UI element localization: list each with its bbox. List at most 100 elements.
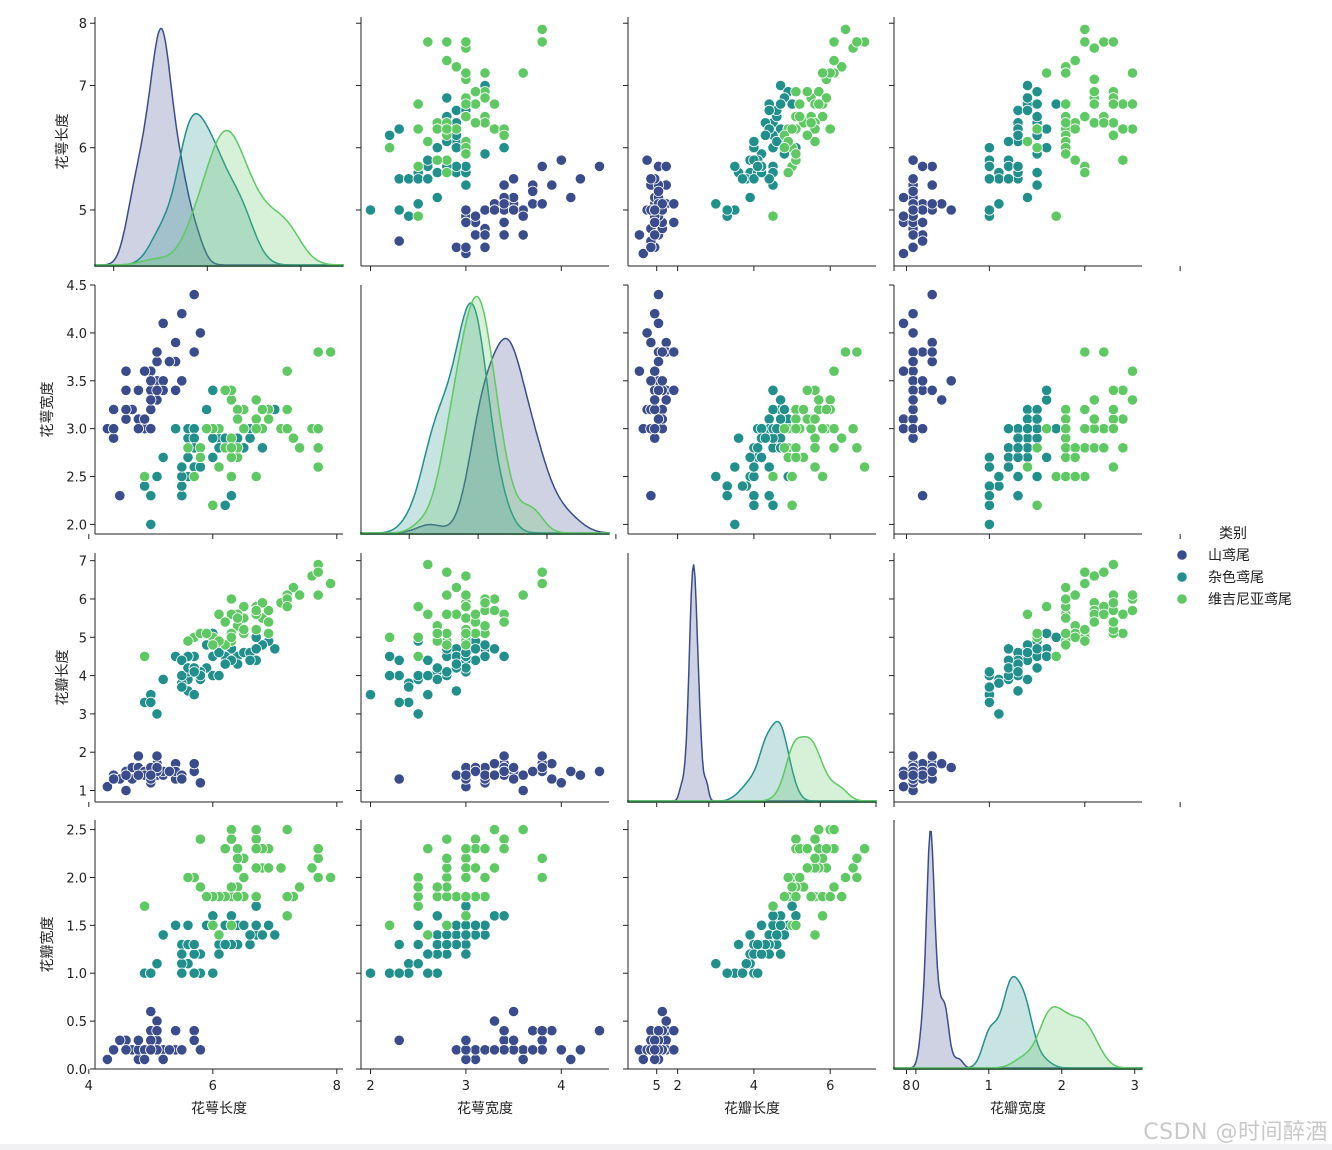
- bottom-strip: [0, 1144, 1332, 1150]
- point-山鸢尾: [660, 1015, 672, 1027]
- point-维吉尼亚鸢尾: [460, 600, 472, 613]
- point-山鸢尾: [163, 355, 175, 368]
- point-维吉尼亚鸢尾: [225, 823, 237, 836]
- point-维吉尼亚鸢尾: [820, 843, 833, 855]
- point-维吉尼亚鸢尾: [828, 54, 840, 67]
- point-杂色鸢尾: [213, 646, 225, 659]
- point-杂色鸢尾: [139, 480, 151, 492]
- point-杂色鸢尾: [721, 967, 733, 979]
- point-杂色鸢尾: [1002, 442, 1015, 454]
- point-杂色鸢尾: [460, 662, 472, 674]
- panel-r1-c1: [360, 285, 617, 539]
- point-山鸢尾: [460, 241, 472, 253]
- point-山鸢尾: [145, 1005, 157, 1018]
- point-山鸢尾: [145, 1044, 157, 1056]
- kde-山鸢尾: [627, 564, 877, 803]
- point-维吉尼亚鸢尾: [782, 871, 794, 884]
- point-维吉尼亚鸢尾: [262, 862, 275, 874]
- point-维吉尼亚鸢尾: [1088, 98, 1100, 110]
- point-杂色鸢尾: [412, 198, 424, 210]
- point-维吉尼亚鸢尾: [469, 117, 482, 129]
- point-杂色鸢尾: [744, 929, 756, 941]
- point-山鸢尾: [132, 750, 144, 762]
- point-山鸢尾: [108, 403, 120, 416]
- point-杂色鸢尾: [752, 160, 764, 172]
- point-山鸢尾: [488, 204, 501, 216]
- point-山鸢尾: [139, 365, 151, 377]
- point-杂色鸢尾: [1021, 432, 1034, 444]
- point-维吉尼亚鸢尾: [1079, 635, 1091, 647]
- point-山鸢尾: [555, 154, 567, 166]
- point-维吉尼亚鸢尾: [225, 432, 237, 444]
- point-杂色鸢尾: [244, 938, 256, 951]
- point-维吉尼亚鸢尾: [139, 900, 151, 912]
- point-维吉尼亚鸢尾: [1098, 608, 1110, 620]
- point-杂色鸢尾: [1021, 403, 1034, 416]
- y-tick-label: 7: [79, 555, 87, 570]
- point-维吉尼亚鸢尾: [250, 394, 262, 406]
- point-杂色鸢尾: [1012, 160, 1024, 172]
- point-维吉尼亚鸢尾: [441, 566, 453, 578]
- point-维吉尼亚鸢尾: [441, 54, 453, 67]
- point-杂色鸢尾: [763, 104, 775, 117]
- point-维吉尼亚鸢尾: [422, 135, 434, 148]
- point-杂色鸢尾: [1021, 423, 1034, 435]
- point-维吉尼亚鸢尾: [232, 890, 244, 903]
- point-维吉尼亚鸢尾: [383, 142, 396, 154]
- y-tick-label: 2.5: [66, 824, 87, 839]
- point-维吉尼亚鸢尾: [809, 461, 821, 473]
- point-杂色鸢尾: [176, 461, 188, 473]
- point-山鸢尾: [652, 288, 665, 301]
- point-山鸢尾: [645, 375, 657, 387]
- point-维吉尼亚鸢尾: [225, 442, 237, 454]
- point-山鸢尾: [101, 781, 114, 793]
- point-杂色鸢尾: [1012, 490, 1024, 502]
- point-杂色鸢尾: [403, 173, 415, 185]
- x-tick-label: 0: [912, 1079, 920, 1094]
- point-维吉尼亚鸢尾: [488, 862, 501, 874]
- point-维吉尼亚鸢尾: [1021, 608, 1034, 620]
- point-杂色鸢尾: [393, 938, 405, 951]
- point-维吉尼亚鸢尾: [281, 403, 293, 416]
- point-杂色鸢尾: [460, 179, 472, 191]
- point-山鸢尾: [897, 210, 910, 222]
- point-维吉尼亚鸢尾: [422, 929, 434, 941]
- point-维吉尼亚鸢尾: [767, 900, 779, 912]
- point-山鸢尾: [469, 1044, 482, 1056]
- point-维吉尼亚鸢尾: [469, 86, 482, 98]
- point-杂色鸢尾: [393, 669, 405, 682]
- point-维吉尼亚鸢尾: [1060, 627, 1072, 640]
- point-山鸢尾: [555, 1044, 567, 1056]
- point-维吉尼亚鸢尾: [250, 843, 262, 855]
- point-杂色鸢尾: [774, 413, 787, 425]
- point-杂色鸢尾: [1041, 451, 1053, 463]
- point-杂色鸢尾: [450, 919, 462, 931]
- x-tick-label: 4: [85, 1079, 93, 1094]
- point-杂色鸢尾: [422, 967, 434, 979]
- point-维吉尼亚鸢尾: [441, 36, 453, 48]
- point-维吉尼亚鸢尾: [460, 98, 472, 110]
- point-山鸢尾: [897, 247, 910, 260]
- point-维吉尼亚鸢尾: [460, 36, 472, 48]
- point-维吉尼亚鸢尾: [488, 823, 501, 836]
- point-山鸢尾: [139, 1053, 151, 1066]
- point-维吉尼亚鸢尾: [460, 639, 472, 651]
- point-维吉尼亚鸢尾: [816, 67, 829, 79]
- point-山鸢尾: [633, 365, 646, 377]
- point-杂色鸢尾: [431, 673, 443, 686]
- point-山鸢尾: [916, 769, 929, 781]
- point-维吉尼亚鸢尾: [312, 566, 324, 578]
- point-维吉尼亚鸢尾: [790, 413, 802, 425]
- point-维吉尼亚鸢尾: [225, 451, 237, 463]
- point-杂色鸢尾: [983, 461, 996, 473]
- point-山鸢尾: [517, 1044, 529, 1056]
- point-山鸢尾: [907, 173, 919, 185]
- point-杂色鸢尾: [729, 518, 741, 531]
- point-山鸢尾: [652, 384, 665, 396]
- point-杂色鸢尾: [752, 967, 764, 979]
- point-山鸢尾: [907, 355, 919, 368]
- point-杂色鸢尾: [498, 650, 510, 663]
- point-维吉尼亚鸢尾: [1107, 403, 1120, 416]
- point-杂色鸢尾: [188, 948, 200, 960]
- point-维吉尼亚鸢尾: [281, 910, 293, 922]
